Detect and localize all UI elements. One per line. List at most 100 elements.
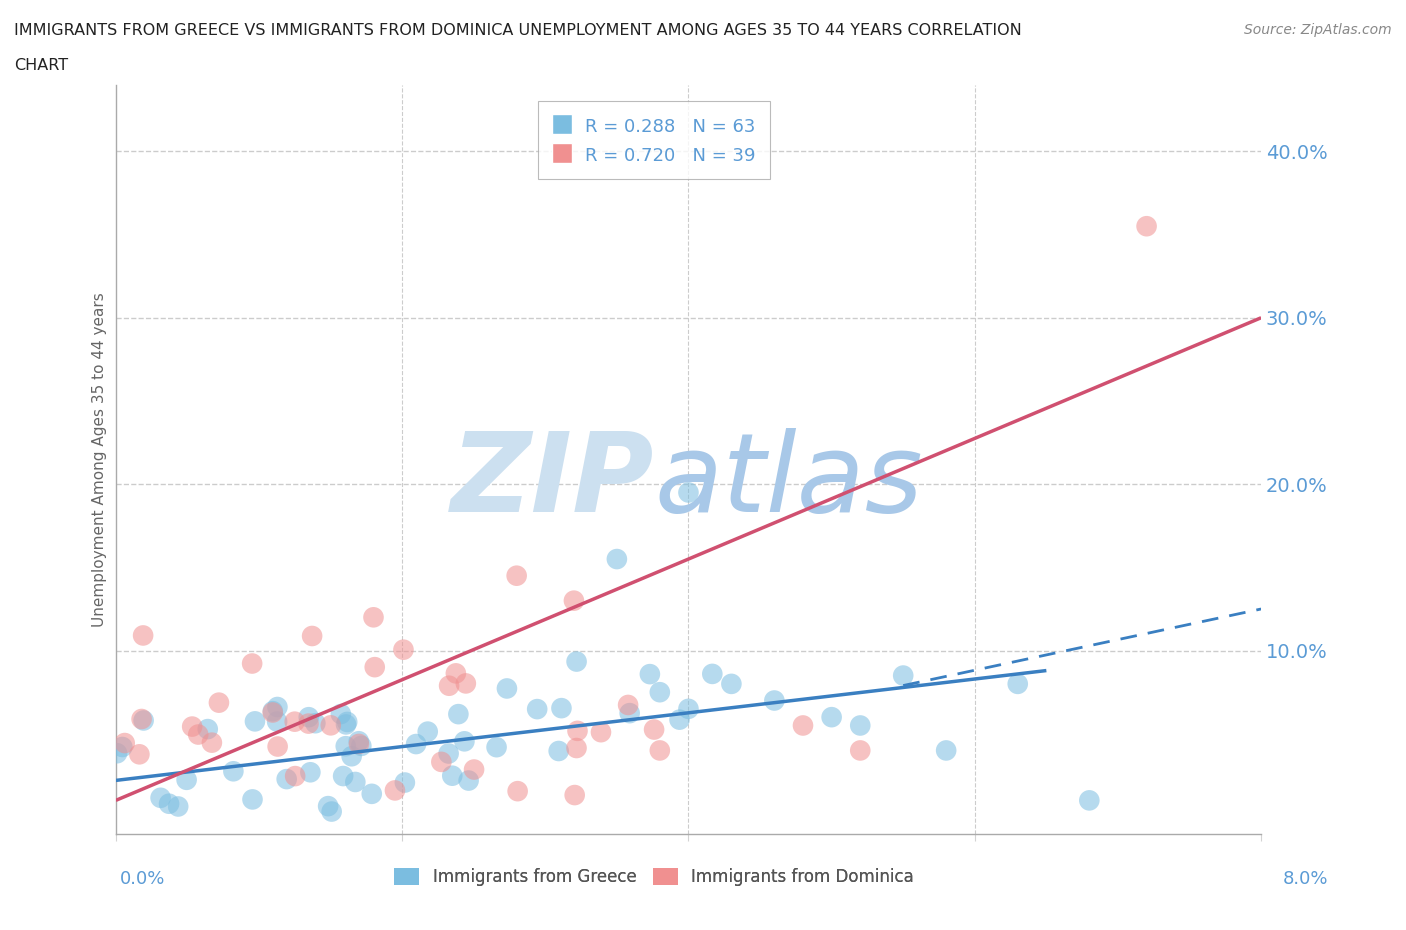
Point bbox=[114, 736, 136, 751]
Point bbox=[266, 714, 288, 729]
Point bbox=[447, 707, 470, 722]
Point bbox=[444, 666, 467, 681]
Point bbox=[284, 769, 307, 784]
Legend: Immigrants from Greece, Immigrants from Dominica: Immigrants from Greece, Immigrants from … bbox=[388, 861, 921, 893]
Point bbox=[299, 764, 322, 779]
Point bbox=[437, 678, 460, 693]
Point bbox=[329, 707, 352, 722]
Point bbox=[187, 727, 209, 742]
Point bbox=[678, 701, 700, 716]
Point bbox=[176, 773, 198, 788]
Point bbox=[617, 698, 640, 712]
Point bbox=[240, 656, 263, 671]
Point bbox=[565, 654, 588, 669]
Point bbox=[891, 668, 914, 683]
Point bbox=[332, 768, 354, 783]
Point bbox=[301, 629, 323, 644]
Point bbox=[105, 746, 128, 761]
Point bbox=[350, 738, 373, 753]
Point bbox=[222, 764, 245, 778]
Text: CHART: CHART bbox=[14, 58, 67, 73]
Point bbox=[319, 718, 342, 733]
Point bbox=[405, 737, 427, 751]
Point bbox=[505, 568, 527, 583]
Point bbox=[416, 724, 439, 739]
Point bbox=[201, 736, 224, 751]
Point bbox=[304, 716, 326, 731]
Y-axis label: Unemployment Among Ages 35 to 44 years: Unemployment Among Ages 35 to 44 years bbox=[93, 292, 107, 627]
Point bbox=[506, 784, 529, 799]
Point bbox=[335, 717, 357, 732]
Point bbox=[619, 706, 641, 721]
Point bbox=[266, 699, 288, 714]
Point bbox=[149, 790, 172, 805]
Point bbox=[344, 775, 367, 790]
Point bbox=[849, 718, 872, 733]
Point bbox=[567, 724, 589, 738]
Point bbox=[589, 724, 612, 739]
Point bbox=[1007, 676, 1029, 691]
Point bbox=[321, 804, 343, 819]
Point bbox=[347, 734, 370, 749]
Point bbox=[266, 739, 288, 754]
Point bbox=[1135, 219, 1157, 233]
Point bbox=[485, 739, 508, 754]
Point bbox=[565, 740, 588, 755]
Point bbox=[792, 718, 814, 733]
Point bbox=[132, 713, 155, 728]
Text: 0.0%: 0.0% bbox=[120, 870, 165, 888]
Point bbox=[606, 551, 628, 566]
Point bbox=[335, 738, 357, 753]
Point bbox=[820, 710, 842, 724]
Point bbox=[547, 744, 569, 759]
Point bbox=[131, 711, 153, 726]
Point bbox=[111, 739, 134, 754]
Point bbox=[392, 643, 415, 658]
Point bbox=[550, 700, 572, 715]
Point bbox=[340, 749, 363, 764]
Point bbox=[243, 714, 266, 729]
Point bbox=[678, 485, 700, 500]
Point bbox=[181, 719, 204, 734]
Point bbox=[284, 714, 307, 729]
Point bbox=[720, 676, 742, 691]
Point bbox=[849, 743, 872, 758]
Point bbox=[347, 737, 370, 751]
Point bbox=[384, 783, 406, 798]
Point bbox=[360, 787, 382, 802]
Point bbox=[648, 743, 671, 758]
Text: Source: ZipAtlas.com: Source: ZipAtlas.com bbox=[1244, 23, 1392, 37]
Point bbox=[437, 746, 460, 761]
Text: IMMIGRANTS FROM GREECE VS IMMIGRANTS FROM DOMINICA UNEMPLOYMENT AMONG AGES 35 TO: IMMIGRANTS FROM GREECE VS IMMIGRANTS FRO… bbox=[14, 23, 1022, 38]
Point bbox=[157, 796, 180, 811]
Point bbox=[297, 716, 319, 731]
Point bbox=[128, 747, 150, 762]
Point bbox=[276, 772, 298, 787]
Point bbox=[463, 762, 485, 777]
Point bbox=[457, 773, 479, 788]
Point bbox=[526, 701, 548, 716]
Point bbox=[262, 705, 284, 720]
Point bbox=[197, 722, 219, 737]
Point bbox=[702, 667, 724, 682]
Text: atlas: atlas bbox=[654, 428, 922, 535]
Point bbox=[363, 610, 385, 625]
Point bbox=[496, 681, 519, 696]
Point bbox=[564, 788, 586, 803]
Point bbox=[242, 792, 264, 807]
Point bbox=[763, 693, 786, 708]
Point bbox=[430, 754, 453, 769]
Point bbox=[453, 734, 475, 749]
Point bbox=[132, 628, 155, 643]
Point bbox=[562, 593, 585, 608]
Point bbox=[316, 799, 339, 814]
Point bbox=[298, 710, 321, 724]
Point bbox=[648, 684, 671, 699]
Point bbox=[1078, 793, 1101, 808]
Point bbox=[454, 676, 477, 691]
Point bbox=[364, 659, 387, 674]
Point bbox=[394, 775, 416, 790]
Point bbox=[336, 714, 359, 729]
Point bbox=[638, 667, 661, 682]
Point bbox=[208, 696, 231, 711]
